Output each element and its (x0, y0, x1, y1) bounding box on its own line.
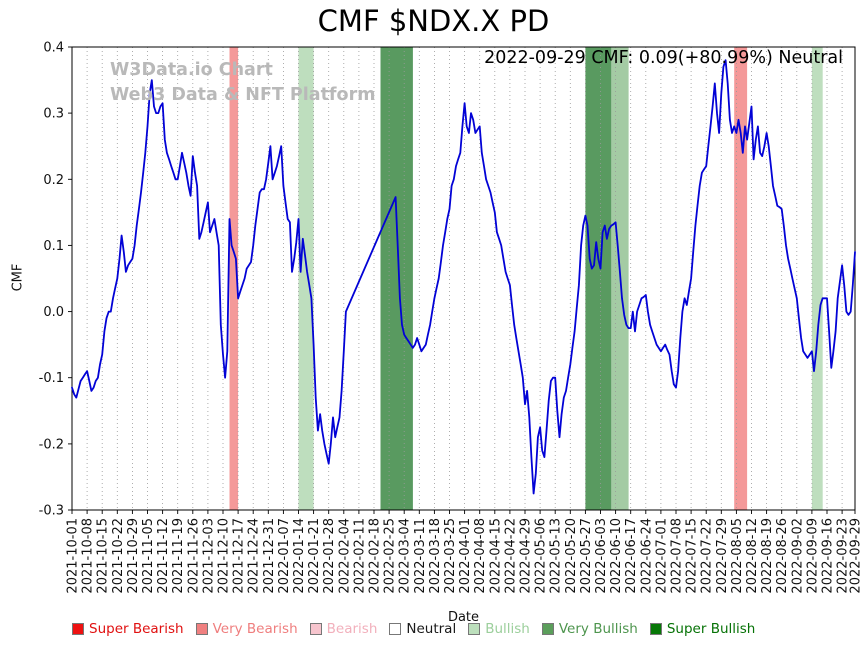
svg-text:2022-02-11: 2022-02-11 (352, 518, 367, 594)
svg-text:2021-12-17: 2021-12-17 (232, 518, 247, 594)
svg-text:2022-08-26: 2022-08-26 (775, 518, 790, 594)
svg-text:2022-07-01: 2022-07-01 (654, 518, 669, 594)
legend-item-neutral: Neutral (389, 621, 456, 637)
svg-text:2021-11-12: 2021-11-12 (156, 518, 171, 594)
svg-text:2022-03-18: 2022-03-18 (428, 518, 443, 594)
x-axis-label: Date (447, 610, 480, 625)
svg-text:2022-09-23: 2022-09-23 (836, 518, 851, 594)
svg-text:2022-03-04: 2022-03-04 (398, 518, 413, 594)
very-bearish-swatch-icon (195, 623, 208, 635)
svg-text:-0.1: -0.1 (39, 371, 64, 386)
svg-text:2022-07-08: 2022-07-08 (670, 518, 685, 594)
svg-text:2022-04-15: 2022-04-15 (488, 518, 503, 594)
y-axis-label: CMF (10, 263, 26, 292)
svg-text:2021-10-15: 2021-10-15 (96, 518, 111, 594)
svg-text:2022-08-12: 2022-08-12 (745, 518, 760, 594)
legend-item-super-bullish: Super Bullish (649, 621, 756, 637)
svg-text:2022-02-25: 2022-02-25 (383, 518, 398, 594)
svg-text:2022-06-10: 2022-06-10 (609, 518, 624, 594)
legend-label: Very Bearish (212, 621, 298, 637)
svg-text:2022-09-02: 2022-09-02 (790, 518, 805, 594)
neutral-swatch-icon (389, 623, 402, 635)
legend-item-super-bearish: Super Bearish (72, 621, 184, 637)
legend-label: Very Bullish (558, 621, 638, 637)
svg-text:2022-02-04: 2022-02-04 (337, 518, 352, 594)
svg-text:2022-01-28: 2022-01-28 (322, 518, 337, 594)
legend-item-very-bearish: Very Bearish (195, 621, 298, 637)
svg-text:2021-12-10: 2021-12-10 (217, 518, 232, 594)
svg-text:2021-12-24: 2021-12-24 (247, 518, 262, 594)
legend-label: Super Bullish (666, 621, 756, 637)
very-bullish-swatch-icon (541, 623, 554, 635)
svg-text:2022-04-08: 2022-04-08 (473, 518, 488, 594)
svg-text:0.2: 0.2 (43, 173, 64, 188)
legend-item-bullish: Bullish (468, 621, 530, 637)
svg-text:2022-06-17: 2022-06-17 (624, 518, 639, 594)
legend-label: Bullish (485, 621, 530, 637)
svg-text:2022-08-19: 2022-08-19 (760, 518, 775, 594)
legend-label: Bearish (326, 621, 378, 637)
svg-text:2022-07-29: 2022-07-29 (715, 518, 730, 594)
svg-text:2022-09-09: 2022-09-09 (805, 518, 820, 594)
svg-text:2022-04-22: 2022-04-22 (503, 518, 518, 594)
svg-text:2022-08-05: 2022-08-05 (730, 518, 745, 594)
svg-text:2022-01-21: 2022-01-21 (307, 518, 322, 594)
svg-text:2022-02-18: 2022-02-18 (368, 518, 383, 594)
svg-text:2022-04-01: 2022-04-01 (458, 518, 473, 594)
legend-item-bearish: Bearish (309, 621, 378, 637)
svg-text:2022-03-25: 2022-03-25 (443, 518, 458, 594)
svg-text:2022-01-07: 2022-01-07 (277, 518, 292, 594)
svg-text:2021-10-29: 2021-10-29 (126, 518, 141, 594)
svg-text:0.1: 0.1 (43, 239, 64, 254)
svg-text:2022-01-14: 2022-01-14 (292, 518, 307, 594)
svg-text:2022-06-03: 2022-06-03 (594, 518, 609, 594)
svg-text:2022-09-16: 2022-09-16 (821, 518, 836, 594)
svg-text:2022-07-22: 2022-07-22 (700, 518, 715, 594)
svg-text:2022-05-06: 2022-05-06 (534, 518, 549, 594)
svg-text:2021-10-08: 2021-10-08 (81, 518, 96, 594)
svg-text:0.3: 0.3 (43, 107, 64, 122)
svg-text:0.4: 0.4 (43, 41, 64, 56)
svg-text:2021-11-19: 2021-11-19 (171, 518, 186, 594)
bearish-swatch-icon (309, 623, 322, 635)
svg-text:2021-11-05: 2021-11-05 (141, 518, 156, 594)
svg-text:-0.2: -0.2 (39, 437, 64, 452)
legend-label: Neutral (406, 621, 457, 637)
svg-text:2022-05-20: 2022-05-20 (564, 518, 579, 594)
svg-text:2022-05-13: 2022-05-13 (549, 518, 564, 594)
super-bullish-swatch-icon (649, 623, 662, 635)
legend-label: Super Bearish (89, 621, 184, 637)
svg-text:0.0: 0.0 (43, 305, 64, 320)
svg-text:2021-12-03: 2021-12-03 (201, 518, 216, 594)
super-bearish-swatch-icon (72, 623, 84, 635)
svg-text:2022-07-15: 2022-07-15 (685, 518, 700, 594)
svg-text:2022-09-29: 2022-09-29 (849, 518, 864, 594)
chart-title: CMF $NDX.X PD (317, 4, 550, 38)
latest-value-annotation: 2022-09-29 CMF: 0.09(+80.99%) Neutral (484, 48, 843, 68)
svg-text:-0.3: -0.3 (39, 504, 64, 519)
legend-item-very-bullish: Very Bullish (541, 621, 638, 637)
svg-text:2021-10-22: 2021-10-22 (111, 518, 126, 594)
svg-text:2021-12-31: 2021-12-31 (262, 518, 277, 594)
svg-text:2022-04-29: 2022-04-29 (519, 518, 534, 594)
bullish-swatch-icon (468, 623, 481, 635)
svg-text:2021-10-01: 2021-10-01 (66, 518, 81, 594)
legend: Super Bearish Very Bearish Bearish Neutr… (72, 621, 755, 637)
svg-text:2021-11-26: 2021-11-26 (186, 518, 201, 594)
svg-text:2022-05-27: 2022-05-27 (579, 518, 594, 594)
svg-text:2022-03-11: 2022-03-11 (413, 518, 428, 594)
svg-text:2022-06-24: 2022-06-24 (639, 518, 654, 594)
